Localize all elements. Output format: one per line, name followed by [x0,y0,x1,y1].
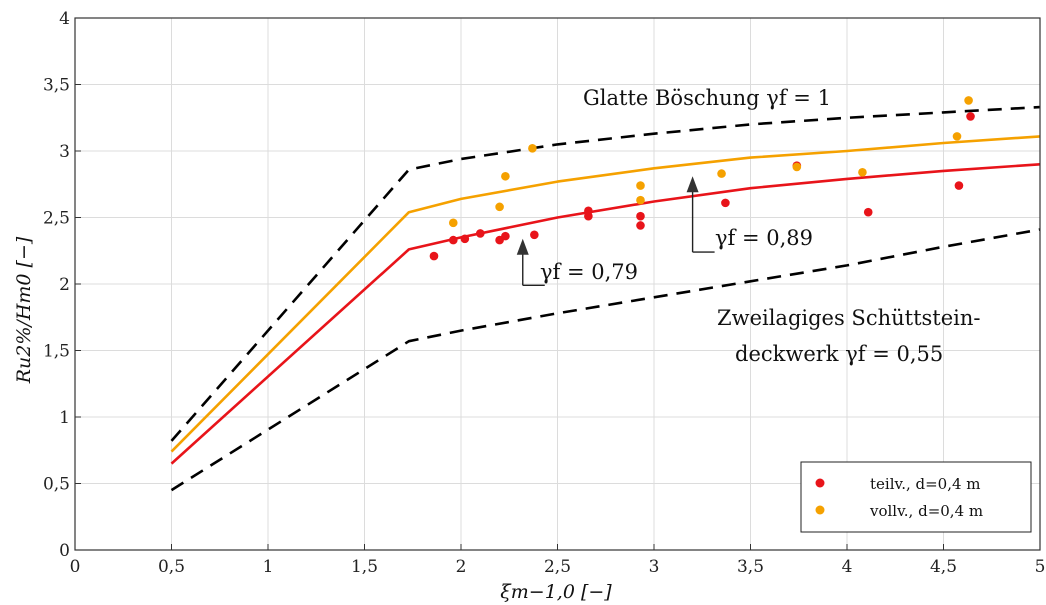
y-tick-label-3: 1,5 [43,342,70,362]
x-tick-label-2: 1 [263,557,274,577]
point-series1-1 [495,203,504,212]
point-series1-9 [953,132,962,141]
point-series0-10 [636,221,645,230]
point-series1-5 [636,196,645,205]
x-tick-label-8: 4 [842,557,853,577]
point-series0-13 [864,208,873,217]
point-series0-15 [966,112,975,121]
y-tick-label-4: 2 [59,275,70,295]
point-series1-10 [964,96,973,105]
x-tick-label-10: 5 [1035,557,1046,577]
y-axis-label: Ru2%/Hm0 [−] [13,236,35,384]
point-series1-3 [528,144,537,153]
point-series0-0 [430,252,439,261]
annotation-gamma-079: γf = 0,79 [540,260,638,284]
point-series0-1 [449,236,458,245]
annotation-gamma-089: γf = 0,89 [715,226,813,250]
y-tick-label-2: 1 [59,408,70,428]
point-series0-2 [461,234,470,243]
x-tick-label-7: 3,5 [737,557,764,577]
point-series0-6 [530,230,539,239]
annotation-zweilagig-line1: Zweilagiges Schüttstein- [717,306,980,330]
legend-box [801,462,1031,532]
point-series1-8 [858,168,867,177]
point-series1-6 [717,169,726,178]
x-axis-label: ξm−1,0 [−] [500,581,612,603]
point-series0-5 [501,232,510,241]
point-series0-3 [476,229,485,238]
y-tick-label-5: 2,5 [43,209,70,229]
x-tick-label-3: 1,5 [351,557,378,577]
legend: teilv., d=0,4 m vollv., d=0,4 m [801,462,1031,532]
x-tick-label-5: 2,5 [544,557,571,577]
annotation-glatt: Glatte Böschung γf = 1 [583,86,831,110]
point-series1-0 [449,219,458,228]
annotation-zweilagig-line2: deckwerk γf = 0,55 [735,342,943,366]
point-series0-14 [955,181,964,190]
legend-label-teilv: teilv., d=0,4 m [870,475,981,493]
legend-marker-teilv [816,479,825,488]
x-tick-label-9: 4,5 [930,557,957,577]
x-tick-label-0: 0 [70,557,81,577]
point-series0-9 [636,212,645,221]
point-series1-7 [793,163,802,172]
point-series0-8 [584,212,593,221]
y-tick-label-8: 4 [59,9,70,29]
x-tick-label-6: 3 [649,557,660,577]
point-series1-2 [501,172,510,181]
y-tick-label-1: 0,5 [43,475,70,495]
point-series1-4 [636,181,645,190]
legend-label-vollv: vollv., d=0,4 m [869,502,983,520]
y-tick-label-0: 0 [59,541,70,561]
y-tick-label-6: 3 [59,142,70,162]
y-tick-label-7: 3,5 [43,76,70,96]
legend-marker-vollv [816,506,825,515]
x-tick-label-1: 0,5 [158,557,185,577]
point-series0-11 [721,199,730,208]
x-tick-label-4: 2 [456,557,467,577]
